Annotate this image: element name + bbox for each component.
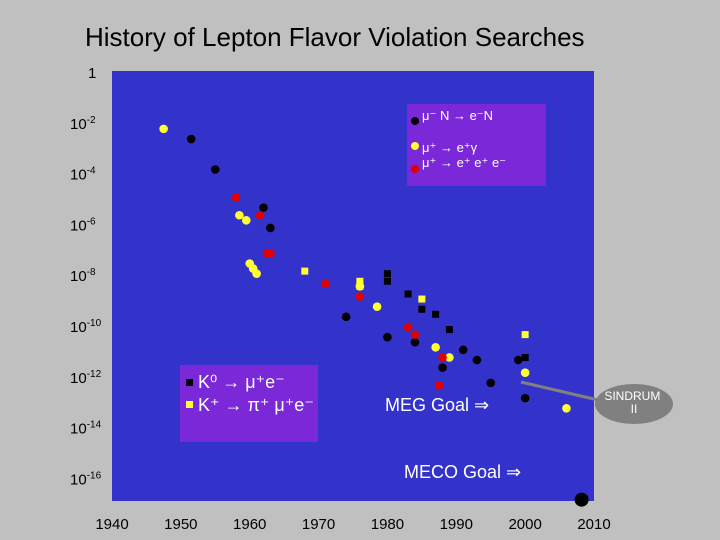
legend-label-k0: K⁰ → μ⁺e⁻: [198, 372, 285, 392]
legend-label-mu-e-conversion: μ⁻ N → e⁻N: [422, 108, 493, 123]
x-tick-label: 1960: [233, 516, 266, 533]
x-axis-ticks: 1940 1950 1960 1970 1980 1990 2000 2010: [95, 516, 610, 533]
data-point-mu-3e: [321, 279, 330, 289]
data-point-mu-3e: [434, 381, 444, 390]
data-point-kaon-black: [432, 310, 440, 318]
data-point-kaon-black: [383, 270, 391, 278]
data-point-kaon-black: [383, 277, 391, 285]
x-tick-label: 2000: [508, 516, 541, 533]
data-point-mu-e-conversion: [574, 492, 589, 507]
legend-marker-mu-e-conversion: [411, 117, 419, 125]
legend-label-kplus: K⁺ → π⁺ μ⁺e⁻: [198, 395, 314, 415]
data-points: [159, 124, 589, 507]
data-point-mu-3e: [255, 210, 265, 220]
data-point-kaon-black: [404, 290, 412, 298]
x-tick-label: 1940: [95, 516, 128, 533]
legend-marker-k0: [186, 379, 193, 386]
data-point-mu-3e: [266, 249, 275, 258]
data-point-mu-e-gamma: [241, 216, 251, 225]
x-tick-label: 1980: [371, 516, 404, 533]
data-point-mu-e-gamma: [562, 403, 571, 413]
legend-marker-mu-3e: [411, 165, 419, 173]
data-point-mu-e-gamma: [431, 343, 440, 352]
y-tick-label: 1: [88, 65, 96, 82]
data-point-kaon-black: [445, 326, 453, 334]
legend-label-mu-e-gamma: μ⁺ → e⁺γ: [422, 140, 478, 155]
data-point-kaon-yellow: [521, 331, 529, 339]
data-point-mu-3e: [355, 292, 365, 301]
legend-kaon-box: [180, 365, 318, 442]
y-tick-label: 10-12: [70, 369, 102, 387]
legend-marker-kplus: [186, 401, 193, 408]
sindrum-callout-line: [520, 380, 599, 402]
data-point-mu-e-conversion: [266, 223, 275, 233]
data-point-kaon-yellow: [301, 267, 309, 275]
x-tick-label: 1950: [164, 516, 197, 533]
data-point-mu-3e: [410, 330, 420, 339]
data-point-mu-e-conversion: [210, 165, 220, 174]
meco-goal-label: MECO Goal ⇒: [404, 462, 521, 482]
data-point-mu-3e: [231, 193, 241, 202]
x-tick-label: 2010: [577, 516, 610, 533]
data-point-mu-e-conversion: [513, 355, 523, 365]
data-point-mu-e-conversion: [186, 134, 196, 144]
x-tick-label: 1990: [440, 516, 473, 533]
y-tick-label: 10-6: [70, 216, 96, 234]
chart-title: History of Lepton Flavor Violation Searc…: [85, 22, 585, 52]
data-point-mu-e-conversion: [383, 332, 392, 342]
sindrum-label-line1: SINDRUM: [604, 389, 660, 403]
y-tick-label: 10-4: [70, 166, 96, 184]
sindrum-callout: [595, 384, 673, 424]
y-tick-label: 10-8: [70, 267, 96, 285]
data-point-mu-3e: [403, 322, 413, 332]
data-point-mu-e-gamma: [445, 353, 454, 362]
data-point-mu-e-conversion: [472, 355, 482, 365]
y-tick-label: 10-10: [70, 318, 102, 336]
data-point-kaon-yellow: [418, 295, 426, 303]
data-point-mu-3e: [438, 353, 447, 362]
data-point-mu-e-gamma: [252, 269, 261, 278]
y-axis-ticks: 1 10-2 10-4 10-6 10-8 10-10 10-12 10-14 10-16: [70, 65, 102, 488]
legend-muon-box: [407, 104, 546, 186]
legend-label-mu-3e: μ⁺ → e⁺ e⁺ e⁻: [422, 155, 506, 170]
y-tick-label: 10-2: [70, 115, 96, 133]
data-point-mu-e-gamma: [520, 368, 530, 378]
data-point-mu-e-conversion: [259, 203, 268, 212]
x-tick-label: 1970: [302, 516, 335, 533]
meg-goal-label: MEG Goal ⇒: [385, 395, 489, 415]
y-tick-label: 10-14: [70, 420, 102, 438]
data-point-kaon-yellow: [356, 277, 364, 285]
y-tick-label: 10-16: [70, 470, 102, 488]
data-point-mu-e-conversion: [410, 337, 420, 347]
data-point-mu-e-gamma: [372, 302, 382, 311]
data-point-mu-e-conversion: [341, 312, 351, 322]
data-point-kaon-black: [521, 353, 529, 361]
data-point-kaon-yellow: [356, 282, 364, 290]
data-point-mu-e-gamma: [235, 210, 244, 220]
data-point-mu-e-conversion: [520, 393, 530, 403]
sindrum-label-line2: II: [631, 402, 638, 416]
legend-muon: μ⁻ N → e⁻N μ⁺ → e⁺γ μ⁺ → e⁺ e⁺ e⁻: [407, 104, 546, 186]
sindrum-label: SINDRUM II: [604, 389, 663, 416]
data-point-mu-e-conversion: [438, 363, 447, 372]
data-point-mu-e-conversion: [458, 345, 468, 355]
legend-marker-mu-e-gamma: [411, 142, 419, 150]
data-point-mu-e-gamma: [159, 124, 168, 134]
data-point-kaon-black: [418, 305, 426, 313]
data-point-mu-e-conversion: [486, 378, 496, 388]
legend-kaon: K⁰ → μ⁺e⁻ K⁺ → π⁺ μ⁺e⁻: [180, 365, 318, 442]
